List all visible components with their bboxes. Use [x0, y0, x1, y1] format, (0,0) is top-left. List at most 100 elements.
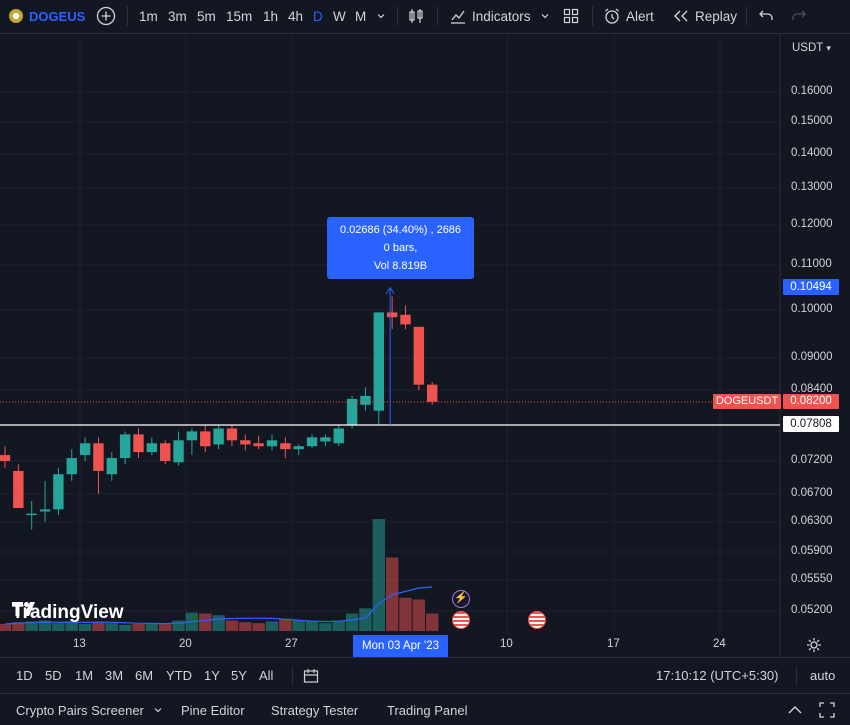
- range-5d[interactable]: 5D: [45, 668, 62, 683]
- candle-body: [79, 443, 91, 456]
- volume-bar: [225, 620, 239, 631]
- alert-label: Alert: [626, 8, 654, 24]
- indicators-dropdown[interactable]: [540, 0, 550, 32]
- range-3m[interactable]: 3M: [105, 668, 124, 683]
- candle-body: [0, 455, 11, 461]
- auto-scale-toggle[interactable]: auto: [810, 668, 836, 683]
- volume-bar: [412, 599, 426, 631]
- interval-m[interactable]: M: [355, 8, 367, 24]
- tab-crypto-pairs-screener[interactable]: Crypto Pairs Screener: [16, 694, 163, 725]
- price-tick-label: 0.06300: [791, 515, 833, 527]
- undo-button[interactable]: [758, 0, 774, 32]
- tab-trading-panel[interactable]: Trading Panel: [387, 702, 468, 718]
- tab-strategy-tester[interactable]: Strategy Tester: [271, 702, 359, 718]
- redo-button[interactable]: [791, 0, 807, 32]
- us-flag-event-icon[interactable]: [528, 611, 546, 629]
- range-6m[interactable]: 6M: [135, 668, 154, 683]
- date-tick-label: 24: [713, 638, 726, 650]
- volume-bar: [399, 597, 412, 631]
- date-range-bar: 1D 5D 1M 3M 6M YTD 1Y 5Y All 17:10:12 (U…: [0, 657, 850, 692]
- currency-selector[interactable]: USDT ▾: [792, 42, 831, 54]
- chart-pane[interactable]: 0.02686 (34.40%) , 2686 0 bars, Vol 8.81…: [0, 33, 850, 657]
- interval-4h[interactable]: 4h: [288, 8, 304, 24]
- flash-event-icon[interactable]: ⚡: [452, 590, 470, 608]
- replay-rewind-icon: [674, 10, 688, 22]
- candle-body: [240, 440, 251, 445]
- volume-bar: [252, 623, 265, 631]
- price-tick-label: 0.09000: [791, 351, 833, 363]
- interval-d[interactable]: D: [313, 8, 323, 24]
- interval-3m[interactable]: 3m: [168, 8, 187, 24]
- alert-button[interactable]: Alert: [603, 0, 654, 32]
- crosshair-date-label: Mon 03 Apr '23: [353, 635, 448, 657]
- volume-bar: [159, 623, 172, 631]
- volume-bar: [172, 620, 185, 631]
- date-tick-label: 27: [285, 638, 298, 650]
- calendar-icon: [303, 668, 319, 683]
- gear-icon: [807, 638, 821, 652]
- layouts-button[interactable]: [563, 0, 579, 32]
- volume-bar: [279, 618, 292, 631]
- price-tick-label: 0.05900: [791, 545, 833, 557]
- candle-body: [186, 431, 198, 441]
- indicators-label: Indicators: [472, 8, 531, 24]
- candle-body: [413, 326, 425, 385]
- candle-body: [280, 443, 291, 450]
- volume-bar: [426, 613, 439, 631]
- alarm-clock-icon: [605, 8, 619, 24]
- range-ytd[interactable]: YTD: [166, 668, 192, 683]
- interval-w[interactable]: W: [333, 8, 346, 24]
- range-1y[interactable]: 1Y: [204, 668, 220, 683]
- indicators-button[interactable]: Indicators: [449, 0, 531, 32]
- candle-body: [39, 509, 51, 512]
- price-tick-label: 0.11000: [791, 258, 832, 270]
- volume-bar: [78, 624, 92, 631]
- candle-body: [160, 443, 171, 461]
- maximize-panel-button[interactable]: [819, 694, 835, 725]
- volume-bar: [0, 624, 12, 631]
- volume-ma-line: [4, 586, 433, 625]
- interval-1h[interactable]: 1h: [263, 8, 279, 24]
- price-tick-label: 0.15000: [791, 115, 833, 127]
- tradingview-watermark: TradingView: [12, 602, 124, 624]
- range-1d[interactable]: 1D: [16, 668, 33, 683]
- candle-body: [53, 474, 64, 510]
- interval-15m[interactable]: 15m: [226, 8, 253, 24]
- candle-body: [306, 437, 318, 447]
- interval-dropdown[interactable]: [376, 0, 386, 32]
- volume-bar: [38, 620, 52, 631]
- range-1m[interactable]: 1M: [75, 668, 94, 683]
- tab-label: Crypto Pairs Screener: [16, 702, 144, 718]
- last-price-label: 0.08200: [783, 394, 839, 409]
- us-flag-event-icon[interactable]: [452, 611, 470, 629]
- toolbar-divider: [437, 6, 438, 26]
- add-symbol-button[interactable]: [96, 0, 116, 32]
- tab-pine-editor[interactable]: Pine Editor: [181, 702, 245, 718]
- volume-bar: [305, 621, 319, 631]
- candle-body: [213, 428, 224, 445]
- chart-type-button[interactable]: [407, 0, 425, 32]
- candle-body: [266, 440, 278, 447]
- interval-1m[interactable]: 1m: [139, 8, 158, 24]
- chevron-down-icon: ▾: [826, 43, 831, 53]
- crosshair-price-label: 0.07808: [783, 416, 839, 432]
- replay-button[interactable]: Replay: [672, 0, 737, 32]
- date-tick-label: 13: [73, 638, 86, 650]
- range-all[interactable]: All: [259, 668, 274, 683]
- toolbar-divider: [292, 666, 293, 686]
- chevron-down-icon: [541, 14, 549, 19]
- candle-body: [346, 398, 358, 426]
- interval-5m[interactable]: 5m: [197, 8, 216, 24]
- measure-arrow-head: [385, 286, 395, 295]
- collapse-panel-button[interactable]: [787, 694, 803, 725]
- range-5y[interactable]: 5Y: [231, 668, 247, 683]
- symbol-search[interactable]: DOGEUS: [8, 0, 85, 32]
- volume-bar: [212, 615, 225, 631]
- candle-body: [333, 428, 344, 444]
- measure-bars: 0 bars,: [383, 242, 418, 254]
- measure-tooltip: 0.02686 (34.40%) , 2686 0 bars, Vol 8.81…: [327, 217, 474, 279]
- symbol-name: DOGEUS: [29, 8, 86, 24]
- price-chart[interactable]: [0, 34, 850, 657]
- clock-timezone[interactable]: 17:10:12 (UTC+5:30): [656, 668, 779, 683]
- goto-date-button[interactable]: [303, 658, 319, 693]
